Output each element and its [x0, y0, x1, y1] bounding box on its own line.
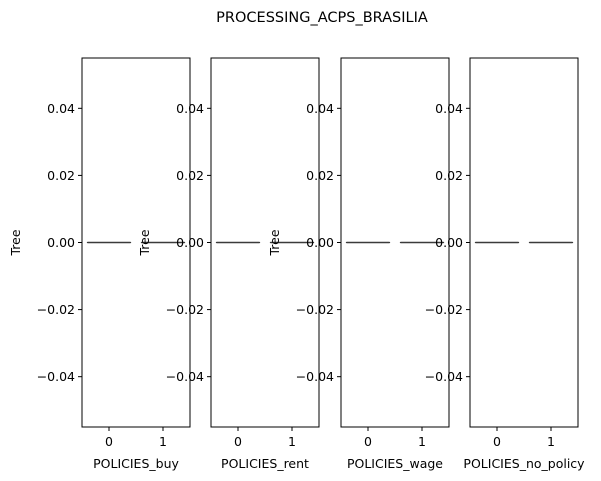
y-axis-label: Tree: [8, 229, 23, 256]
y-tick-label: 0.02: [435, 168, 463, 183]
x-axis-label: POLICIES_wage: [347, 456, 443, 471]
x-tick-label: 1: [418, 434, 426, 449]
y-tick-label: 0.04: [176, 101, 204, 116]
x-tick-label: 1: [288, 434, 296, 449]
y-tick-label: 0.04: [47, 101, 75, 116]
y-tick-label: 0.00: [176, 235, 204, 250]
panel-2: −0.04 −0.02 0.00 0.02 0.04 0 1 POLICIES_wage Tre…: [267, 57, 450, 471]
y-tick-label: −0.04: [425, 369, 463, 384]
x-tick-label: 0: [105, 434, 113, 449]
y-tick-label: 0.00: [306, 235, 334, 250]
x-tick-label: 0: [364, 434, 372, 449]
x-tick-label: 1: [547, 434, 555, 449]
x-axis-label: POLICIES_buy: [93, 456, 179, 471]
y-tick-label: −0.02: [296, 302, 334, 317]
y-tick-label: 0.02: [176, 168, 204, 183]
y-tick-label: 0.02: [47, 168, 75, 183]
panels: −0.04 −0.02 0.00 0.02 0.04 0 1 POLICIES_buy Tree…: [8, 57, 585, 471]
y-tick-label: −0.04: [37, 369, 75, 384]
y-tick-label: −0.04: [296, 369, 334, 384]
x-tick-label: 1: [159, 434, 167, 449]
y-tick-label: −0.02: [166, 302, 204, 317]
y-tick-label: 0.00: [47, 235, 75, 250]
x-tick-label: 0: [493, 434, 501, 449]
y-axis-label: Tree: [137, 229, 152, 256]
chart-title: PROCESSING_ACPS_BRASILIA: [216, 10, 428, 26]
y-tick-label: 0.04: [435, 101, 463, 116]
y-tick-label: −0.04: [166, 369, 204, 384]
x-tick-label: 0: [234, 434, 242, 449]
y-tick-label: −0.02: [37, 302, 75, 317]
panel-3: −0.04 −0.02 0.00 0.02 0.04 0 1 POLICIES_no_poli…: [425, 57, 585, 471]
y-tick-label: 0.04: [306, 101, 334, 116]
x-axis-label: POLICIES_no_policy: [463, 456, 585, 471]
panel-1: −0.04 −0.02 0.00 0.02 0.04 0 1 POLICIES_rent Tre…: [137, 57, 320, 471]
y-tick-label: 0.00: [435, 235, 463, 250]
y-axis-label: Tree: [267, 229, 282, 256]
x-axis-label: POLICIES_rent: [221, 456, 309, 471]
y-tick-label: −0.02: [425, 302, 463, 317]
panel-0: −0.04 −0.02 0.00 0.02 0.04 0 1 POLICIES_buy Tree: [8, 57, 191, 471]
y-tick-label: 0.02: [306, 168, 334, 183]
